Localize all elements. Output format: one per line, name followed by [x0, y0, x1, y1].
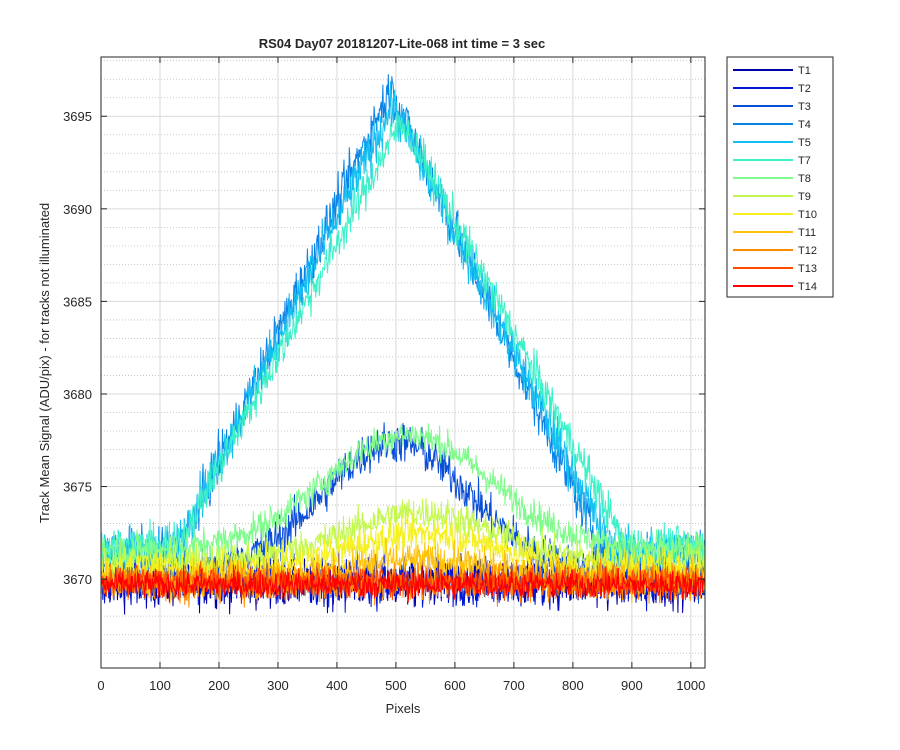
y-axis-ticks: 3670 3675 3680 3685 3690 3695: [63, 109, 705, 587]
legend-label-t8: T8: [798, 173, 811, 185]
legend-label-t10: T10: [798, 209, 817, 221]
x-tick-label: 300: [267, 678, 289, 693]
y-tick-label: 3670: [63, 572, 92, 587]
x-tick-label: 1000: [676, 678, 705, 693]
legend-label-t11: T11: [798, 227, 816, 239]
series-line-t7: [101, 111, 705, 573]
legend-label-t1: T1: [798, 65, 811, 77]
legend-label-t7: T7: [798, 155, 811, 167]
series-lines: [101, 74, 705, 615]
x-tick-label: 0: [97, 678, 104, 693]
series-line-t8: [101, 423, 705, 569]
legend: T1 T2 T3 T4 T5 T7 T8 T9 T10 T11 T12 T13 T14: [726, 56, 834, 298]
y-tick-label: 3695: [63, 109, 92, 124]
x-axis-label: Pixels: [386, 701, 421, 716]
legend-label-t2: T2: [798, 83, 811, 95]
x-tick-label: 200: [208, 678, 230, 693]
x-tick-label: 900: [621, 678, 643, 693]
y-axis-label: Track Mean Signal (ADU/pix) - for tracks…: [37, 203, 52, 523]
legend-label-t14: T14: [798, 281, 817, 293]
plot-frame: [100, 56, 706, 669]
legend-label-t12: T12: [798, 245, 817, 257]
x-axis-ticks: 0 100 200 300 400 500 600 700 800 900 1000: [97, 57, 705, 693]
y-tick-label: 3680: [63, 387, 92, 402]
legend-label-t5: T5: [798, 137, 811, 149]
series-line-t5: [101, 81, 705, 581]
x-tick-label: 100: [149, 678, 171, 693]
x-tick-label: 800: [562, 678, 584, 693]
y-tick-label: 3690: [63, 202, 92, 217]
y-tick-label: 3685: [63, 294, 92, 309]
legend-label-t4: T4: [798, 119, 811, 131]
chart-title: RS04 Day07 20181207-Lite-068 int time = …: [259, 36, 546, 51]
legend-label-t13: T13: [798, 263, 817, 275]
x-tick-label: 600: [444, 678, 466, 693]
y-tick-label: 3675: [63, 480, 92, 495]
x-tick-label: 500: [385, 678, 407, 693]
x-tick-label: 400: [326, 678, 348, 693]
series-line-t14: [101, 564, 705, 604]
legend-label-t9: T9: [798, 191, 811, 203]
x-tick-label: 700: [503, 678, 525, 693]
legend-label-t3: T3: [798, 101, 811, 113]
